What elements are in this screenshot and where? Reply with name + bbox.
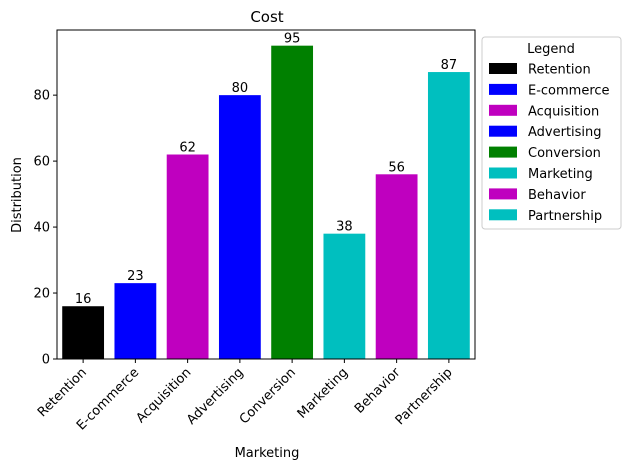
data-labels-group: 16 23 62 80 95 38 56 87 bbox=[75, 32, 457, 308]
x-axis-label: Marketing bbox=[235, 446, 300, 461]
bars-group bbox=[62, 45, 470, 360]
data-label-behavior: 56 bbox=[388, 160, 405, 175]
y-tick-label: 0 bbox=[42, 353, 50, 368]
data-label-marketing: 38 bbox=[336, 220, 353, 235]
y-tick-label: 40 bbox=[33, 221, 50, 236]
y-tick-label: 20 bbox=[33, 287, 50, 302]
legend-swatch-marketing bbox=[489, 167, 517, 179]
bar-partnership bbox=[427, 72, 470, 359]
bar-acquisition bbox=[166, 154, 209, 359]
x-tick-label-conversion: Conversion bbox=[237, 365, 299, 427]
legend-label-partnership: Partnership bbox=[528, 209, 602, 224]
legend-title: Legend bbox=[527, 42, 575, 57]
y-axis-ticks: 0 20 40 60 80 bbox=[33, 89, 57, 368]
legend-label-marketing: Marketing bbox=[528, 167, 593, 182]
y-axis-label: Distribution bbox=[10, 157, 25, 233]
data-label-advertising: 80 bbox=[232, 81, 249, 96]
legend-label-advertising: Advertising bbox=[528, 125, 602, 140]
x-axis-ticks: RetentionE-commerceAcquisitionAdvertisin… bbox=[35, 359, 456, 433]
bar-e-commerce bbox=[114, 283, 157, 359]
data-label-acquisition: 62 bbox=[179, 141, 196, 156]
legend-label-e-commerce: E-commerce bbox=[528, 83, 610, 98]
legend-swatch-retention bbox=[489, 63, 517, 74]
bar-marketing bbox=[323, 233, 366, 359]
bar-behavior bbox=[375, 174, 418, 359]
x-tick-label-behavior: Behavior bbox=[352, 365, 404, 417]
legend-label-acquisition: Acquisition bbox=[528, 104, 599, 119]
y-tick-label: 80 bbox=[33, 89, 50, 104]
legend-label-conversion: Conversion bbox=[528, 146, 601, 161]
data-label-partnership: 87 bbox=[441, 58, 458, 73]
y-tick-label: 60 bbox=[33, 155, 50, 170]
legend-entries: Retention E-commerce Acquisition Advertisin… bbox=[489, 63, 610, 224]
data-label-retention: 16 bbox=[75, 292, 92, 307]
legend-swatch-acquisition bbox=[489, 104, 517, 116]
legend-label-retention: Retention bbox=[528, 63, 591, 78]
legend-swatch-behavior bbox=[489, 188, 517, 200]
chart-title: Cost bbox=[250, 8, 283, 26]
legend-swatch-e-commerce bbox=[489, 83, 517, 95]
legend-label-behavior: Behavior bbox=[528, 188, 586, 203]
x-tick-label-retention: Retention bbox=[35, 365, 90, 420]
legend-swatch-conversion bbox=[489, 146, 517, 158]
data-label-e-commerce: 23 bbox=[127, 269, 144, 284]
bar-conversion bbox=[271, 45, 314, 360]
plot-area-frame bbox=[56, 29, 476, 360]
bar-advertising bbox=[218, 95, 261, 359]
x-tick-label-marketing: Marketing bbox=[295, 365, 351, 421]
bar-retention bbox=[62, 306, 105, 359]
data-label-conversion: 95 bbox=[284, 32, 301, 47]
legend-swatch-partnership bbox=[489, 209, 517, 221]
legend: Legend Retention E-commerce Acquisition Adv… bbox=[481, 36, 622, 230]
legend-swatch-advertising bbox=[489, 125, 517, 137]
